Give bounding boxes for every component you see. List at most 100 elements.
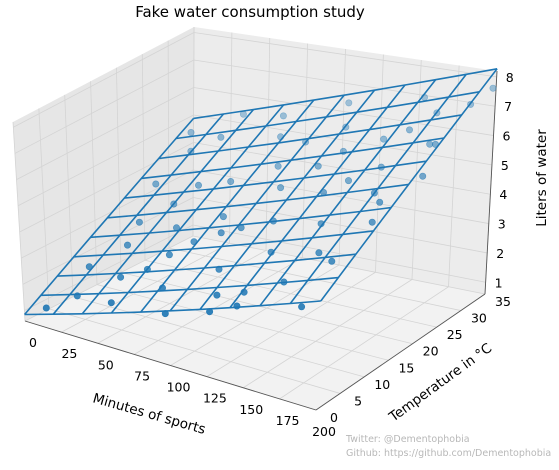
data-point bbox=[173, 224, 181, 232]
z-tick-label: 1 bbox=[495, 275, 503, 290]
data-point bbox=[269, 217, 277, 225]
data-point bbox=[319, 188, 327, 196]
credit-twitter: Twitter: @Dementophobia bbox=[346, 434, 470, 445]
grid-line-x bbox=[61, 242, 230, 333]
data-point bbox=[419, 172, 427, 180]
y-tick-label: 20 bbox=[423, 344, 439, 359]
x-axis-line bbox=[24, 320, 317, 411]
data-point bbox=[85, 263, 93, 271]
grid-line-y bbox=[48, 308, 341, 394]
grid-line-x bbox=[279, 286, 449, 400]
data-point bbox=[302, 138, 310, 146]
credit-github: Github: https://github.com/Dementophobia bbox=[346, 448, 552, 459]
plane-line-y bbox=[90, 206, 392, 239]
fitted-plane bbox=[23, 68, 498, 316]
data-point bbox=[274, 162, 282, 170]
data-point bbox=[135, 218, 143, 226]
grid-line-z bbox=[193, 32, 497, 78]
data-point bbox=[279, 112, 287, 120]
data-point bbox=[280, 278, 288, 286]
grid-line-x bbox=[229, 32, 233, 244]
grid-line-y bbox=[141, 54, 146, 261]
floor-pane bbox=[25, 236, 485, 410]
grid-line-y bbox=[90, 81, 98, 285]
x-tick-label: 150 bbox=[239, 402, 263, 417]
data-point bbox=[433, 109, 441, 117]
x-tick-label: 0 bbox=[29, 335, 37, 350]
grid-line-y bbox=[192, 26, 195, 237]
data-point bbox=[405, 126, 413, 134]
grid-line-x bbox=[411, 59, 422, 280]
z-tick-label: 3 bbox=[498, 217, 506, 232]
data-point bbox=[165, 251, 173, 259]
z-tick-label: 5 bbox=[501, 158, 509, 173]
data-point bbox=[377, 163, 385, 171]
grid-line-y bbox=[120, 272, 413, 345]
data-point bbox=[237, 224, 245, 232]
data-point bbox=[215, 265, 223, 273]
x-tick-label: 175 bbox=[276, 413, 300, 428]
grid-line-z bbox=[14, 59, 195, 154]
grid-line-x bbox=[243, 279, 413, 389]
data-point bbox=[187, 129, 195, 137]
grid-line-z bbox=[24, 224, 194, 311]
z-tick-label: 7 bbox=[504, 99, 512, 114]
tick-labels: 0255075100125150175200051015202530351234… bbox=[29, 70, 514, 439]
grid-line-x bbox=[338, 48, 346, 266]
z-tick-label: 6 bbox=[503, 129, 511, 144]
z-axis-line bbox=[484, 70, 498, 295]
grid-line-z bbox=[17, 114, 194, 207]
grid-line-x bbox=[302, 43, 309, 258]
data-point bbox=[219, 213, 227, 221]
chart-title: Fake water consumption study bbox=[135, 3, 365, 21]
x-tick-label: 125 bbox=[203, 391, 227, 406]
data-point bbox=[217, 229, 225, 237]
grid-line-x bbox=[206, 271, 376, 377]
data-point bbox=[376, 198, 384, 206]
plane-line-y bbox=[107, 183, 409, 219]
grid-line-z bbox=[193, 114, 493, 166]
grid-line-z bbox=[193, 169, 489, 224]
data-point bbox=[317, 220, 325, 228]
data-point bbox=[467, 100, 475, 108]
grid-line-y bbox=[192, 235, 486, 295]
plane-line-y bbox=[24, 300, 321, 316]
grid-line-x bbox=[448, 65, 460, 287]
axis-lines bbox=[24, 70, 498, 411]
x-tick-label: 25 bbox=[61, 346, 77, 361]
y-tick-label: 15 bbox=[398, 360, 414, 375]
data-point bbox=[239, 110, 247, 118]
grid-line-z bbox=[16, 87, 194, 180]
data-points bbox=[42, 84, 497, 318]
y-axis-line bbox=[315, 293, 486, 411]
data-point bbox=[233, 302, 241, 310]
plane-line-y bbox=[73, 230, 374, 258]
grid-line-y bbox=[64, 94, 74, 297]
data-point bbox=[431, 140, 439, 148]
grid-line-y bbox=[12, 121, 26, 322]
data-point bbox=[380, 135, 388, 143]
data-point bbox=[240, 288, 248, 296]
grid-line-z bbox=[13, 32, 195, 128]
y-tick-label: 25 bbox=[447, 327, 463, 342]
y-tick-label: 30 bbox=[471, 311, 487, 326]
z-axis-label: Liters of water bbox=[534, 129, 550, 227]
plane-line-y bbox=[158, 114, 462, 160]
data-point bbox=[345, 99, 353, 107]
y-tick-label: 0 bbox=[330, 410, 338, 425]
data-point bbox=[227, 178, 235, 186]
data-point bbox=[187, 147, 195, 155]
data-point bbox=[213, 291, 221, 299]
data-point bbox=[368, 218, 376, 226]
data-point bbox=[314, 162, 322, 170]
grid-line-x bbox=[133, 257, 303, 355]
grid-line-z bbox=[21, 169, 194, 259]
data-point bbox=[107, 299, 115, 307]
grid-line-y bbox=[96, 284, 389, 361]
y-tick-label: 35 bbox=[495, 294, 511, 309]
grid-line-z bbox=[193, 142, 491, 195]
z-tick-label: 4 bbox=[499, 187, 507, 202]
grid-line-x bbox=[24, 235, 194, 322]
data-point bbox=[73, 292, 81, 300]
